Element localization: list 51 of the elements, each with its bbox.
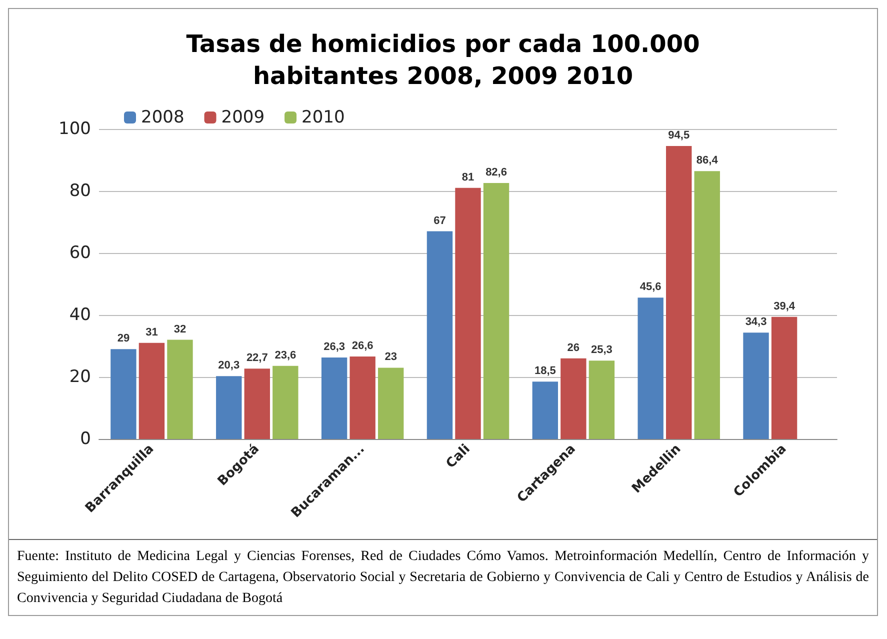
data-label: 39,4 [774,300,796,312]
data-label: 20,3 [218,360,240,372]
data-label: 18,5 [534,365,556,378]
y-tick-label: 20 [69,367,91,387]
bar [350,356,376,439]
bar [167,340,193,439]
data-label: 31 [146,326,158,338]
data-label: 23,6 [274,349,296,362]
legend-label: 2010 [302,108,345,128]
data-label: 29 [117,332,130,345]
bar [110,349,136,439]
chart-title: Tasas de homicidios por cada 100.000 habitantes 2008, 2009 2010 [186,30,700,90]
data-label: 34,3 [745,316,767,328]
data-label: 82,6 [486,166,507,178]
bar [483,182,510,439]
bar [426,231,453,439]
y-tick-label: 0 [80,429,91,449]
data-label: 32 [174,323,186,336]
legend-label: 2008 [141,108,184,128]
data-label: 81 [462,171,474,184]
bar [272,366,298,439]
bar [455,188,481,439]
source-note: Fuente: Instituto de Medicina Legal y Ciencias Forenses, Red de Ciudades Cómo Vamos. Metroinformación Medellín, Centro de Información y Seguimiento del Delito COSED de Cartagena, Observatorio Social y Secretaria de Gobierno y Convivencia de Cali y Centro de Estudios y Análisis de Convivencia y Seguridad Ciudadana de Bogotá [9,539,877,615]
bar [588,360,615,439]
bar [666,146,692,439]
data-label: 25,3 [590,344,612,356]
bar [560,358,586,439]
data-label: 26,3 [324,340,346,353]
bar [771,316,798,439]
data-label: 26,6 [352,340,374,352]
bar [378,368,404,439]
bar [216,376,242,439]
data-label: 67 [434,214,446,227]
data-label: 45,6 [640,281,662,294]
y-tick-label: 100 [58,119,91,139]
data-label: 86,4 [696,154,719,167]
bar [638,298,664,439]
data-label: 26 [567,342,580,354]
bar [321,357,348,439]
legend-label: 2009 [221,108,265,128]
y-tick-label: 60 [69,243,91,263]
bar [244,368,270,439]
data-label: 23 [384,351,397,364]
data-label: 94,5 [668,130,690,142]
bar [694,171,720,439]
bar [743,332,769,439]
bar [532,382,558,439]
bar [138,342,165,439]
y-tick-label: 80 [69,181,91,201]
y-tick-label: 40 [69,305,91,325]
data-label: 22,7 [246,352,268,364]
